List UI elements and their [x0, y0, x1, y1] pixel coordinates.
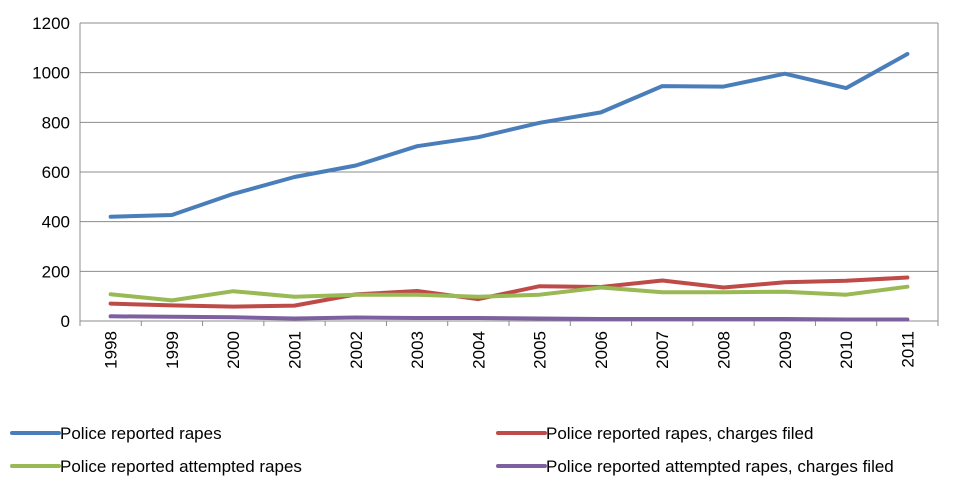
gridlines	[80, 22, 938, 272]
x-tick-label-1998: 1998	[102, 331, 121, 369]
x-tick-label-2008: 2008	[715, 331, 734, 369]
y-tick-label: 1000	[32, 64, 70, 83]
legend-item-2: Police reported rapes, charges filed	[496, 424, 813, 443]
y-tick-label: 800	[42, 113, 70, 132]
y-tick-label: 200	[42, 262, 70, 281]
x-tick-label-2010: 2010	[837, 331, 856, 369]
x-tick-label-2001: 2001	[286, 331, 305, 369]
x-tick-labels: 1998 1999 2000 2001 2002 2003 2004 2005 2006 2007…	[102, 331, 918, 369]
x-tick-label-2004: 2004	[469, 331, 488, 369]
series-line-4	[108, 314, 910, 322]
x-tick-label-1999: 1999	[163, 331, 182, 369]
x-tick-label-2005: 2005	[531, 331, 550, 369]
series-line-1	[108, 52, 910, 219]
legend-label: Police reported rapes	[60, 424, 222, 443]
legend: Police reported rapes Police reported rap…	[10, 424, 894, 476]
series-line-3	[108, 284, 910, 303]
x-tick-label-2000: 2000	[224, 331, 243, 369]
y-tick-label: 400	[42, 213, 70, 232]
y-tick-label: 600	[42, 163, 70, 182]
x-tick-label-2009: 2009	[776, 331, 795, 369]
legend-item-3: Police reported attempted rapes	[10, 457, 302, 476]
x-tick-label-2011: 2011	[898, 331, 917, 368]
y-tick-label: 1200	[32, 14, 70, 33]
x-tick-label-2003: 2003	[408, 331, 427, 369]
legend-label: Police reported attempted rapes	[60, 457, 302, 476]
legend-item-4: Police reported attempted rapes, charges…	[496, 457, 894, 476]
y-tick-labels: 0 200 400 600 800 1000 1200	[32, 14, 70, 331]
x-tick-label-2007: 2007	[653, 331, 672, 369]
series-line-2	[108, 275, 910, 309]
y-tick-label: 0	[61, 312, 70, 331]
x-tick-label-2006: 2006	[592, 331, 611, 369]
legend-label: Police reported attempted rapes, charges…	[546, 457, 894, 476]
legend-item-1: Police reported rapes	[10, 424, 222, 443]
legend-label: Police reported rapes, charges filed	[546, 424, 813, 443]
series-lines	[108, 52, 910, 322]
x-tick-label-2002: 2002	[347, 331, 366, 369]
